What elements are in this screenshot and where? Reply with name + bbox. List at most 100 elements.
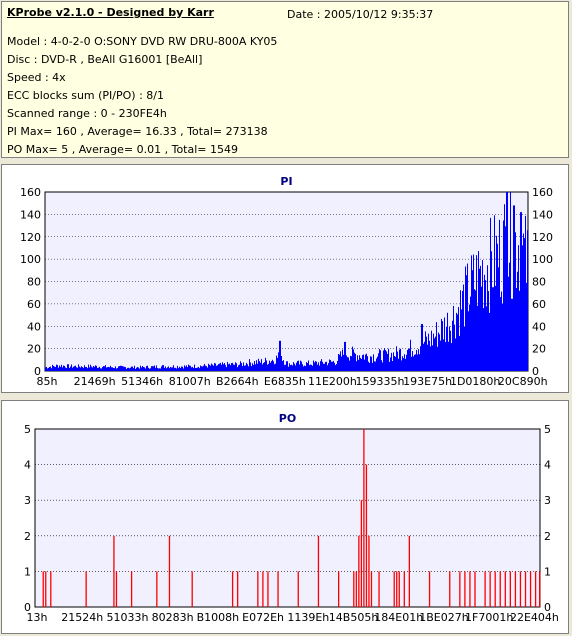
pi-bar: [239, 364, 240, 371]
pi-bar: [100, 368, 101, 371]
x-tick: E6835h: [264, 375, 306, 388]
pi-bar: [243, 362, 244, 371]
pi-bar: [80, 367, 81, 371]
pi-bar: [510, 192, 511, 371]
pi-bar: [525, 215, 526, 371]
pi-bar: [326, 361, 327, 371]
pi-bar: [343, 354, 344, 371]
pi-bar: [521, 212, 522, 371]
x-tick: 159335h: [356, 375, 405, 388]
pi-bar: [277, 357, 278, 371]
pi-bar: [251, 366, 252, 371]
pi-bar: [391, 352, 392, 371]
pi-bar: [393, 352, 394, 371]
pi-bar: [79, 366, 80, 371]
pi-bar: [458, 307, 459, 371]
pi-bar: [259, 361, 260, 371]
x-tick: 85h: [37, 375, 58, 388]
pi-bar: [55, 367, 56, 371]
pi-bar: [344, 341, 345, 371]
pi-bar: [454, 324, 455, 371]
y-tick-left: 160: [20, 186, 41, 199]
po-bar: [534, 571, 537, 607]
pi-bar: [399, 349, 400, 371]
pi-bar: [497, 243, 498, 371]
pi-bar: [358, 359, 359, 371]
pi-bar: [250, 362, 251, 371]
pi-bar: [223, 364, 224, 371]
pi-bar: [238, 365, 239, 371]
pi-bar: [84, 365, 85, 371]
pi-bar: [263, 362, 264, 371]
pi-bar: [200, 365, 201, 371]
pi-bar: [299, 364, 300, 371]
pi-bar: [409, 348, 410, 371]
y-tick-left: 3: [24, 494, 31, 507]
pi-bar: [195, 368, 196, 371]
chart-title: PI: [280, 175, 292, 188]
pi-bar: [354, 352, 355, 371]
y-tick-left: 20: [27, 343, 41, 356]
pi-bar: [269, 360, 270, 371]
pi-bar: [70, 366, 71, 371]
pi-bar: [406, 354, 407, 371]
pi-bar: [95, 365, 96, 371]
pi-bar: [201, 366, 202, 371]
pi-bar: [427, 344, 428, 371]
pi-bar: [362, 355, 363, 371]
po-bar: [509, 571, 511, 607]
pi-chart-panel: PI 0 0 20 20 40 40 60 60 80 80 100 100 120 120 140 140 16…: [1, 164, 569, 393]
pi-bar: [487, 265, 488, 371]
pi-bar: [382, 362, 383, 371]
pi-bar: [98, 367, 99, 371]
po-bar: [156, 571, 158, 607]
pi-bar: [190, 365, 191, 371]
pi-bar: [405, 358, 406, 371]
pi-bar: [282, 360, 283, 371]
pi-bar: [45, 367, 46, 371]
pi-bar: [113, 367, 114, 371]
po-chart: PO 0 0 1 1 2 2 3 3 4 4 5 5 13h 21524h 51033h 80283h B1008…: [24, 412, 559, 624]
pi-bar: [485, 280, 486, 371]
po-bar: [45, 571, 47, 607]
pi-bar: [435, 336, 436, 371]
pi-bar: [334, 362, 335, 371]
pi-bar: [54, 366, 55, 371]
pi-bar: [218, 364, 219, 371]
pi-bar: [148, 367, 149, 371]
y-tick-right: 80: [532, 276, 546, 289]
pi-bar: [452, 320, 453, 371]
y-tick-right: 40: [532, 320, 546, 333]
pi-bar: [143, 366, 144, 371]
pi-bar: [131, 366, 132, 371]
pi-bar: [388, 348, 389, 371]
pi-bar: [264, 362, 265, 371]
pi-bar: [283, 360, 284, 371]
pi-bar: [286, 361, 287, 371]
pi-bar: [312, 365, 313, 371]
po-bar: [449, 571, 451, 607]
pi-bar: [476, 255, 477, 371]
pi-bar: [482, 260, 483, 371]
pi-bar: [160, 368, 161, 371]
pi-bar: [463, 284, 464, 371]
pi-bar: [260, 362, 261, 371]
pi-bar: [222, 362, 223, 371]
pi-bar: [414, 354, 415, 371]
pi-bar: [367, 356, 368, 371]
pi-bar: [327, 365, 328, 371]
pi-bar: [65, 367, 66, 371]
pi-bar: [484, 274, 485, 371]
pi-bar: [524, 238, 525, 371]
po-bar: [464, 571, 466, 607]
pi-bar: [289, 363, 290, 371]
y-tick-right: 4: [544, 459, 551, 472]
pi-bar: [516, 287, 517, 371]
pi-bar: [520, 212, 521, 371]
pi-bar: [153, 366, 154, 371]
pi-bar: [489, 312, 490, 371]
pi-bar: [297, 361, 298, 371]
x-tick: 1F7001h: [465, 611, 513, 624]
po-bar: [514, 571, 517, 607]
pi-bar: [90, 364, 91, 371]
